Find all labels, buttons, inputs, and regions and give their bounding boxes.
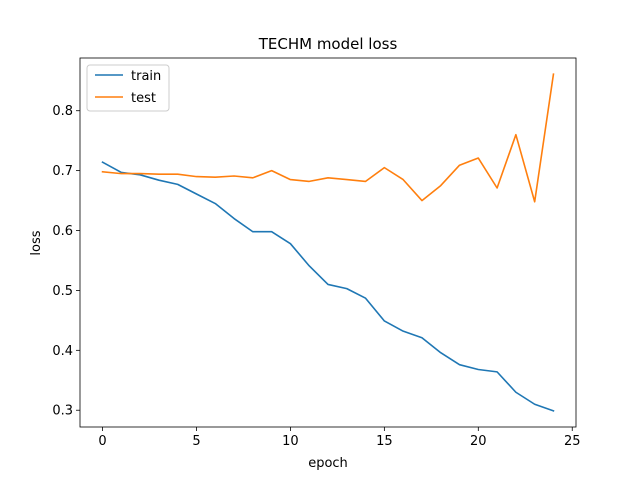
series-line-train: [101, 161, 555, 412]
y-tick-label: 0.8: [52, 104, 73, 119]
x-tick-label: 25: [564, 434, 581, 449]
y-tick-label: 0.7: [52, 164, 73, 179]
legend-label-test: test: [131, 91, 156, 106]
x-tick-label: 10: [282, 434, 299, 449]
legend: train test: [86, 64, 170, 112]
x-axis-label: epoch: [308, 456, 348, 471]
y-tick-label: 0.5: [52, 284, 73, 299]
plot-area: [80, 58, 576, 427]
series-lines: [101, 73, 555, 412]
x-tick-label: 15: [376, 434, 393, 449]
series-line-test: [101, 73, 555, 203]
x-tick-label: 5: [192, 434, 200, 449]
y-axis-label: loss: [29, 230, 44, 255]
y-axis-ticks: 0.3 0.4 0.5 0.6 0.7 0.8: [52, 104, 80, 419]
x-axis-ticks: 0 5 10 15 20 25: [98, 427, 581, 449]
y-tick-label: 0.4: [52, 344, 73, 359]
legend-label-train: train: [131, 69, 161, 84]
plot-frame: [79, 57, 577, 428]
x-tick-label: 20: [470, 434, 487, 449]
y-tick-label: 0.3: [52, 404, 73, 419]
y-tick-label: 0.6: [52, 224, 73, 239]
chart-title: TECHM model loss: [258, 35, 398, 53]
legend-box: [86, 64, 170, 112]
x-tick-label: 0: [98, 434, 106, 449]
